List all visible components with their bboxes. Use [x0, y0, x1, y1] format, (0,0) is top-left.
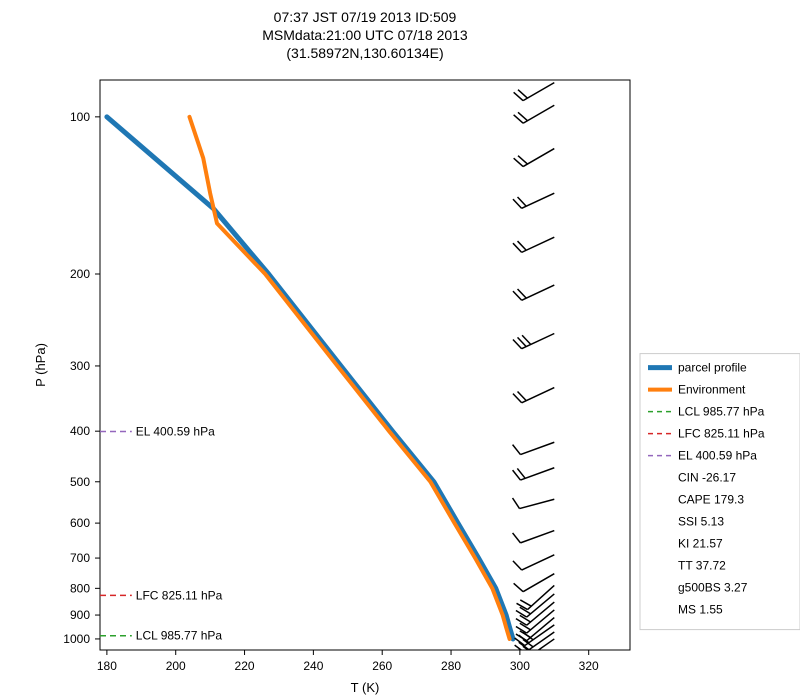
wind-barb: [514, 149, 555, 167]
chart-canvas: 07:37 JST 07/19 2013 ID:509 MSMdata:21:00…: [0, 0, 800, 700]
wind-barb: [513, 468, 555, 480]
legend-label: KI 21.57: [678, 537, 723, 551]
skewt-chart: 07:37 JST 07/19 2013 ID:509 MSMdata:21:00…: [0, 0, 800, 700]
wind-barb: [513, 442, 555, 454]
wind-barb: [513, 531, 555, 543]
wind-barb: [513, 237, 554, 252]
lcl-label: LCL 985.77 hPa: [136, 629, 223, 643]
y-tick-label: 400: [70, 424, 90, 438]
legend-label: LFC 825.11 hPa: [678, 427, 765, 441]
legend-label: CIN -26.17: [678, 471, 736, 485]
parcel-line: [107, 117, 513, 639]
legend-label: EL 400.59 hPa: [678, 449, 757, 463]
lfc-label: LFC 825.11 hPa: [136, 588, 223, 602]
axes-frame: [100, 80, 630, 650]
y-tick-label: 1000: [63, 632, 90, 646]
legend-label: CAPE 179.3: [678, 493, 744, 507]
y-tick-label: 200: [70, 267, 90, 281]
legend-label: g500BS 3.27: [678, 581, 748, 595]
legend-label: parcel profile: [678, 361, 747, 375]
x-tick-label: 300: [510, 659, 530, 673]
legend-label: MS 1.55: [678, 603, 723, 617]
y-tick-label: 800: [70, 581, 90, 595]
legend-label: Environment: [678, 383, 746, 397]
y-tick-label: 700: [70, 551, 90, 565]
y-axis-label: P (hPa): [33, 343, 48, 387]
legend-label: SSI 5.13: [678, 515, 724, 529]
y-tick-label: 600: [70, 516, 90, 530]
legend-label: LCL 985.77 hPa: [678, 405, 765, 419]
x-tick-label: 220: [235, 659, 255, 673]
y-tick-label: 300: [70, 359, 90, 373]
wind-barb: [514, 105, 555, 123]
wind-barb: [513, 555, 554, 570]
title-line-2: MSMdata:21:00 UTC 07/18 2013: [262, 27, 468, 43]
x-tick-label: 240: [303, 659, 323, 673]
y-tick-label: 100: [70, 110, 90, 124]
legend-label: TT 37.72: [678, 559, 726, 573]
wind-barb: [514, 83, 555, 101]
wind-barb: [513, 498, 555, 509]
wind-barb: [513, 193, 554, 208]
wind-barb: [514, 574, 555, 592]
wind-barb: [513, 388, 554, 403]
x-tick-label: 180: [97, 659, 117, 673]
title-line-1: 07:37 JST 07/19 2013 ID:509: [274, 9, 457, 25]
y-tick-label: 900: [70, 608, 90, 622]
x-tick-label: 320: [579, 659, 599, 673]
x-axis-label: T (K): [351, 680, 380, 695]
x-tick-label: 280: [441, 659, 461, 673]
el-label: EL 400.59 hPa: [136, 425, 215, 439]
wind-barb: [513, 285, 554, 300]
x-tick-label: 200: [166, 659, 186, 673]
x-tick-label: 260: [372, 659, 392, 673]
title-line-3: (31.58972N,130.60134E): [286, 45, 443, 61]
y-tick-label: 500: [70, 475, 90, 489]
wind-barb: [513, 334, 554, 349]
